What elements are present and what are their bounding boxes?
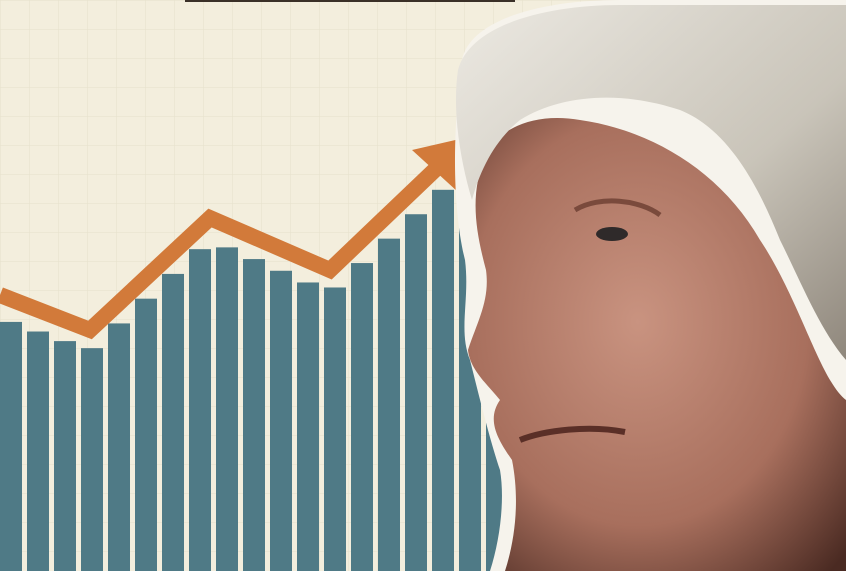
decor-bar: [270, 270, 292, 571]
decor-bar: [351, 263, 373, 571]
hair: [455, 5, 846, 360]
mouth: [518, 425, 626, 443]
decor-bar: [162, 273, 184, 571]
trend-arrow: [0, 159, 446, 340]
top-rule: [185, 0, 515, 2]
decor-bar: [27, 331, 49, 571]
bars: [0, 152, 508, 571]
decor-bar: [81, 348, 103, 571]
decor-bar: [54, 341, 76, 571]
decor-bar: [378, 238, 400, 571]
portrait: [454, 0, 846, 571]
decor-bar: [135, 298, 157, 571]
decor-bar: [108, 323, 130, 571]
arrow-head: [412, 138, 464, 192]
eye: [596, 227, 628, 241]
decor-bar: [0, 321, 22, 571]
decor-bar: [324, 287, 346, 571]
decor-bar: [189, 249, 211, 571]
decor-bar: [243, 259, 265, 571]
decor-bar: [405, 214, 427, 571]
decor-bar: [216, 247, 238, 571]
face: [468, 118, 846, 571]
brow: [573, 198, 662, 218]
decor-bar: [297, 282, 319, 571]
decor-bar: [432, 189, 454, 571]
